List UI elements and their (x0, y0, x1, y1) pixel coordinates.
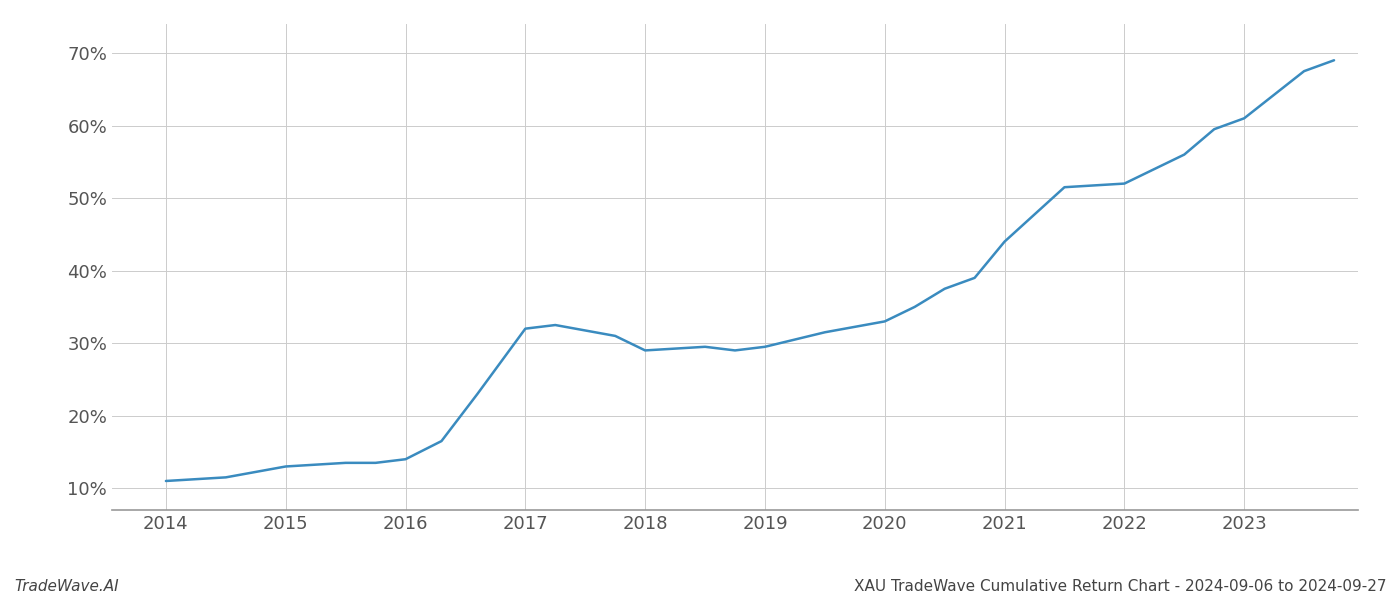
Text: XAU TradeWave Cumulative Return Chart - 2024-09-06 to 2024-09-27: XAU TradeWave Cumulative Return Chart - … (854, 579, 1386, 594)
Text: TradeWave.AI: TradeWave.AI (14, 579, 119, 594)
